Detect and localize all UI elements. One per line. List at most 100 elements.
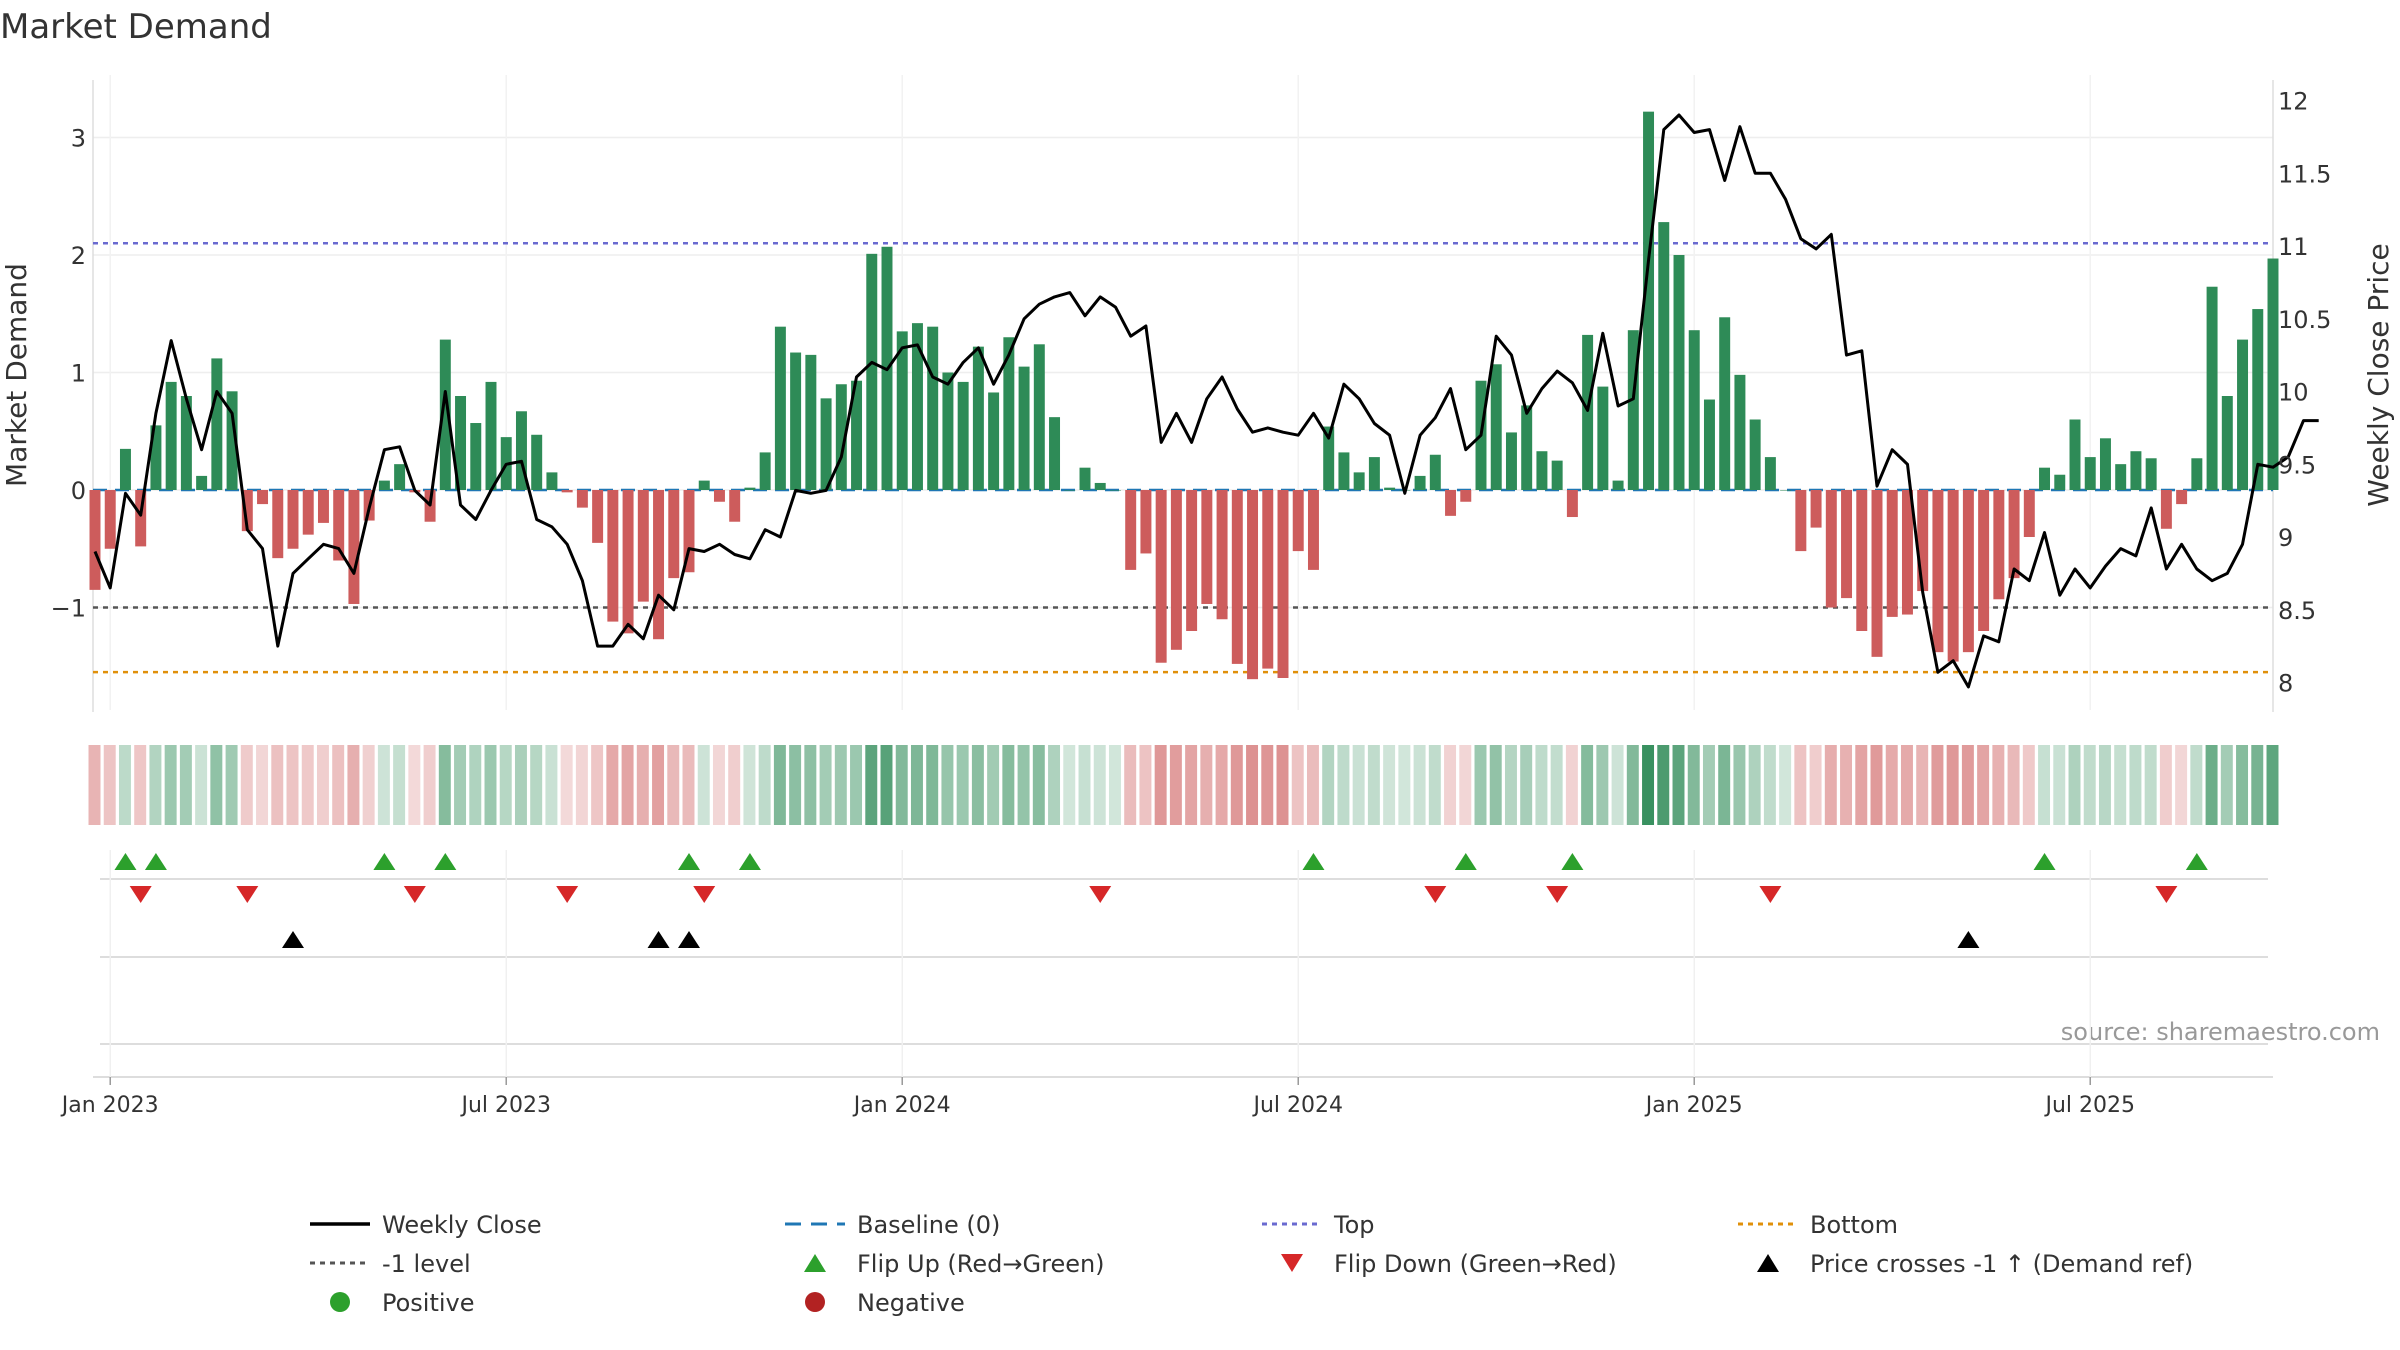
demand-bar — [1582, 334, 1594, 490]
legend-swatch-cross — [1757, 1254, 1779, 1272]
heat-cell — [1367, 745, 1380, 825]
heat-cell — [1291, 745, 1304, 825]
demand-bar — [485, 381, 497, 490]
flip-down-marker — [1546, 886, 1569, 903]
heat-cell — [1032, 745, 1045, 825]
demand-bar — [2023, 490, 2035, 537]
x-tick-label: Jul 2024 — [1251, 1093, 1343, 1118]
heat-cell — [1748, 745, 1761, 825]
flip-down-marker — [403, 886, 426, 903]
y-tick-label: −1 — [51, 595, 86, 623]
x-tick-label: Jan 2025 — [1644, 1093, 1743, 1118]
demand-bar — [668, 490, 680, 579]
demand-bar — [272, 490, 284, 559]
demand-bar — [2115, 464, 2127, 490]
demand-bar — [744, 487, 756, 490]
heat-cell — [697, 745, 710, 825]
demand-bar — [1186, 490, 1198, 631]
price-cross-marker — [1957, 931, 1980, 948]
demand-bar — [1551, 460, 1563, 490]
demand-bar — [2267, 258, 2279, 490]
heat-cell — [1946, 745, 1959, 825]
heat-cell — [1961, 745, 1974, 825]
demand-bar — [226, 391, 238, 490]
flip-down-marker — [2155, 886, 2178, 903]
demand-bar — [2145, 458, 2157, 490]
legend-swatch-negative — [805, 1292, 825, 1312]
demand-bar — [317, 490, 329, 523]
demand-bar — [2176, 490, 2188, 505]
heat-cell — [1992, 745, 2005, 825]
flip-down-marker — [693, 886, 716, 903]
demand-bar — [1658, 222, 1670, 490]
demand-bar — [257, 490, 269, 505]
demand-bar — [1505, 432, 1517, 490]
demand-bar — [607, 490, 619, 622]
demand-bar — [1368, 457, 1380, 490]
heat-cell — [773, 745, 786, 825]
heat-cell — [652, 745, 665, 825]
demand-bar — [515, 411, 527, 490]
heat-cell — [1398, 745, 1411, 825]
demand-bar — [683, 490, 695, 573]
heat-cell — [88, 745, 101, 825]
demand-bar — [896, 331, 908, 490]
heat-cell — [728, 745, 741, 825]
demand-bar — [1079, 467, 1091, 490]
demand-bar — [1917, 490, 1929, 592]
flip-down-marker — [1424, 886, 1447, 903]
price-series — [93, 113, 2319, 689]
demand-bar — [1612, 480, 1624, 490]
heat-cell — [1124, 745, 1137, 825]
demand-bar — [287, 490, 299, 549]
demand-bar — [866, 253, 878, 490]
demand-bar — [394, 464, 406, 490]
heat-cell — [1550, 745, 1563, 825]
demand-bar — [790, 352, 802, 490]
heat-cell — [1383, 745, 1396, 825]
heat-cell — [636, 745, 649, 825]
demand-bar — [135, 490, 147, 547]
demand-bar — [957, 381, 969, 490]
heat-cell — [682, 745, 695, 825]
legend-label-flip_down: Flip Down (Green→Red) — [1334, 1250, 1617, 1278]
demand-bar — [622, 490, 634, 634]
demand-bar — [1841, 490, 1853, 599]
heat-cell — [2098, 745, 2111, 825]
heat-cell — [743, 745, 756, 825]
heat-cell — [1276, 745, 1289, 825]
demand-bar — [2221, 396, 2233, 490]
heat-cell — [1139, 745, 1152, 825]
heat-cell — [134, 745, 147, 825]
heat-cell — [1261, 745, 1274, 825]
demand-bars — [89, 111, 2279, 680]
heat-cell — [195, 745, 208, 825]
flip-up-marker — [1302, 853, 1325, 870]
demand-bar — [1780, 490, 1792, 491]
heat-cell — [332, 745, 345, 825]
demand-bar — [241, 490, 253, 532]
heat-cell — [362, 745, 375, 825]
heat-cell — [1215, 745, 1228, 825]
demand-bar — [988, 392, 1000, 490]
demand-bar — [729, 490, 741, 522]
flip-down-marker — [1759, 886, 1782, 903]
demand-bar — [911, 323, 923, 490]
heat-cell — [591, 745, 604, 825]
heat-cell — [1718, 745, 1731, 825]
heat-cell — [256, 745, 269, 825]
demand-bar — [531, 434, 543, 490]
heat-cell — [1200, 745, 1213, 825]
demand-bar — [1338, 452, 1350, 490]
grid — [92, 75, 2274, 712]
demand-bar — [2008, 490, 2020, 579]
heat-cell — [895, 745, 908, 825]
heat-cell — [393, 745, 406, 825]
y2-tick-label: 10.5 — [2278, 306, 2331, 334]
demand-bar — [774, 326, 786, 490]
demand-bar — [1125, 490, 1137, 570]
heat-cell — [971, 745, 984, 825]
heat-cell — [1169, 745, 1182, 825]
heat-cell — [1444, 745, 1457, 825]
x-tick-label: Jul 2025 — [2043, 1093, 2135, 1118]
